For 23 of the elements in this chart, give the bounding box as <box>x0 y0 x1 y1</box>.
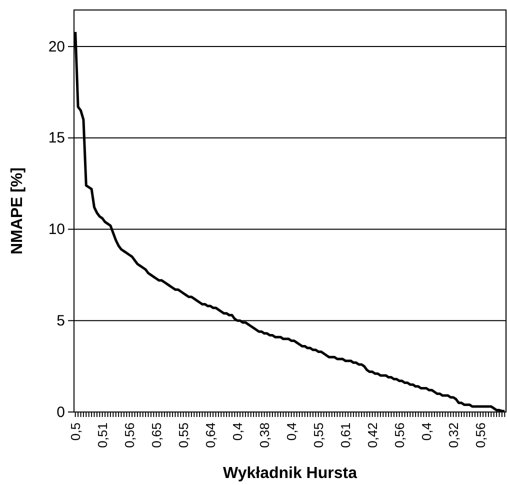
y-axis-title: NMAPE [%] <box>9 167 26 255</box>
x-tick-label: 0,5 <box>68 422 83 441</box>
y-tick-label: 20 <box>48 38 65 56</box>
x-tick-label: 0,38 <box>256 422 272 448</box>
y-tick-label: 15 <box>48 130 65 147</box>
x-tick-label: 0,4 <box>230 422 245 441</box>
y-tick-label: 10 <box>48 221 65 238</box>
x-tick-label: 0,42 <box>364 422 380 448</box>
x-tick-label: 0,55 <box>176 422 191 448</box>
x-tick-label: 0,4 <box>284 422 299 441</box>
y-tick-label: 0 <box>56 404 65 421</box>
x-tick-label: 0,55 <box>310 422 326 448</box>
x-tick-label: 0,4 <box>418 422 434 441</box>
x-axis-title: Wykładnik Hursta <box>223 465 358 482</box>
x-tick-label: 0,51 <box>94 422 110 448</box>
x-tick-label: 0,56 <box>122 422 137 448</box>
x-tick-label: 0,56 <box>472 422 488 448</box>
x-tick-label: 0,32 <box>446 422 461 448</box>
x-tick-label: 0,65 <box>148 422 164 448</box>
x-tick-label: 0,61 <box>338 422 353 448</box>
x-tick-label: 0,64 <box>202 422 218 448</box>
x-tick-label: 0,56 <box>392 422 407 448</box>
y-tick-label: 5 <box>56 312 65 330</box>
